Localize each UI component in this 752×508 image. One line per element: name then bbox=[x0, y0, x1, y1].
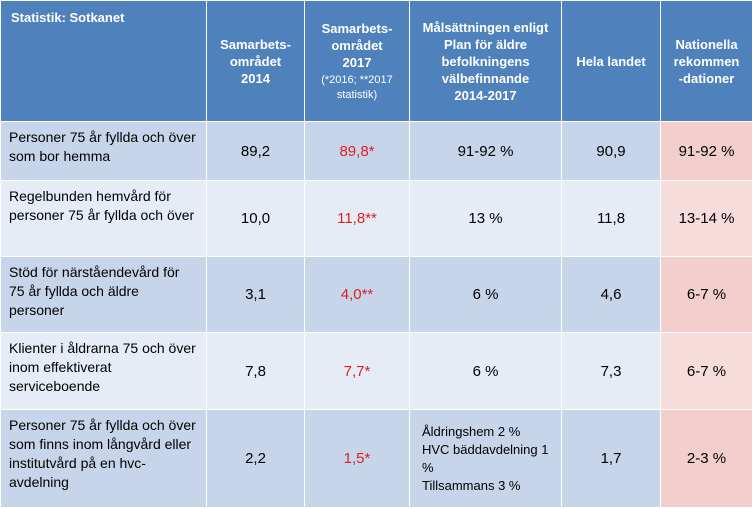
header-row: Statistik: Sotkanet Samarbets- området 2… bbox=[1, 1, 752, 122]
value-country: 4,6 bbox=[562, 257, 661, 333]
value-2014: 10,0 bbox=[207, 181, 305, 257]
value-2017: 89,8* bbox=[305, 122, 410, 181]
value-2017: 7,7* bbox=[305, 333, 410, 410]
value-country: 7,3 bbox=[562, 333, 661, 410]
value-country: 1,7 bbox=[562, 410, 661, 508]
value-goal: Åldringshem 2 % HVC bäddavdelning 1 % Ti… bbox=[410, 410, 562, 508]
row-label: Stöd för närståendevård för 75 år fyllda… bbox=[1, 257, 207, 333]
value-country: 11,8 bbox=[562, 181, 661, 257]
table-row: Personer 75 år fyllda och över som finns… bbox=[1, 410, 752, 508]
value-2017: 1,5* bbox=[305, 410, 410, 508]
value-recommendation: 6-7 % bbox=[661, 333, 752, 410]
value-country: 90,9 bbox=[562, 122, 661, 181]
value-goal: 6 % bbox=[410, 333, 562, 410]
table-row: Regelbunden hemvård för personer 75 år f… bbox=[1, 181, 752, 257]
header-area-2017: Samarbets- området 2017 (*2016; **2017 s… bbox=[305, 1, 410, 122]
row-label: Regelbunden hemvård för personer 75 år f… bbox=[1, 181, 207, 257]
value-2014: 89,2 bbox=[207, 122, 305, 181]
value-2017: 4,0** bbox=[305, 257, 410, 333]
header-goal: Målsättningen enligt Plan för äldre befo… bbox=[410, 1, 562, 122]
header-national-recommendations: Nationella rekommen -dationer bbox=[661, 1, 752, 122]
value-recommendation: 91-92 % bbox=[661, 122, 752, 181]
value-recommendation: 13-14 % bbox=[661, 181, 752, 257]
row-label: Klienter i åldrarna 75 och över inom eff… bbox=[1, 333, 207, 410]
table-row: Stöd för närståendevård för 75 år fyllda… bbox=[1, 257, 752, 333]
header-area-2014: Samarbets- området 2014 bbox=[207, 1, 305, 122]
value-2014: 7,8 bbox=[207, 333, 305, 410]
value-2014: 3,1 bbox=[207, 257, 305, 333]
value-goal: 6 % bbox=[410, 257, 562, 333]
value-recommendation: 6-7 % bbox=[661, 257, 752, 333]
header-whole-country: Hela landet bbox=[562, 1, 661, 122]
value-2014: 2,2 bbox=[207, 410, 305, 508]
value-goal: 13 % bbox=[410, 181, 562, 257]
value-2017: 11,8** bbox=[305, 181, 410, 257]
value-goal: 91-92 % bbox=[410, 122, 562, 181]
table-row: Personer 75 år fyllda och över som bor h… bbox=[1, 122, 752, 181]
row-label: Personer 75 år fyllda och över som finns… bbox=[1, 410, 207, 508]
value-recommendation: 2-3 % bbox=[661, 410, 752, 508]
row-label: Personer 75 år fyllda och över som bor h… bbox=[1, 122, 207, 181]
header-source: Statistik: Sotkanet bbox=[1, 1, 207, 122]
table-row: Klienter i åldrarna 75 och över inom eff… bbox=[1, 333, 752, 410]
